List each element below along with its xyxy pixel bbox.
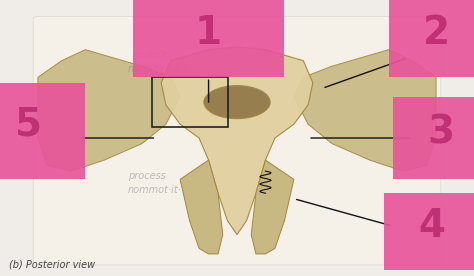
Text: musc0r: musc0r <box>133 50 169 60</box>
Polygon shape <box>294 50 436 171</box>
Ellipse shape <box>204 86 270 119</box>
FancyBboxPatch shape <box>384 193 474 270</box>
Text: 1: 1 <box>195 14 222 52</box>
Text: nommot·it·: nommot·it· <box>128 185 182 195</box>
Polygon shape <box>161 47 313 235</box>
Text: 5: 5 <box>15 105 42 143</box>
Text: 2: 2 <box>422 14 450 52</box>
FancyBboxPatch shape <box>0 83 85 179</box>
Polygon shape <box>38 50 180 171</box>
Polygon shape <box>251 160 294 254</box>
FancyBboxPatch shape <box>133 0 284 77</box>
FancyBboxPatch shape <box>33 17 441 265</box>
Text: (b) Posterior view: (b) Posterior view <box>9 260 96 270</box>
Text: 3: 3 <box>427 113 455 152</box>
Text: 4: 4 <box>418 207 445 245</box>
Text: process: process <box>128 171 166 181</box>
Polygon shape <box>180 160 223 254</box>
FancyBboxPatch shape <box>389 0 474 77</box>
Bar <box>152 77 228 127</box>
Text: minus·r nam·: minus·r nam· <box>128 64 192 74</box>
FancyBboxPatch shape <box>393 97 474 179</box>
